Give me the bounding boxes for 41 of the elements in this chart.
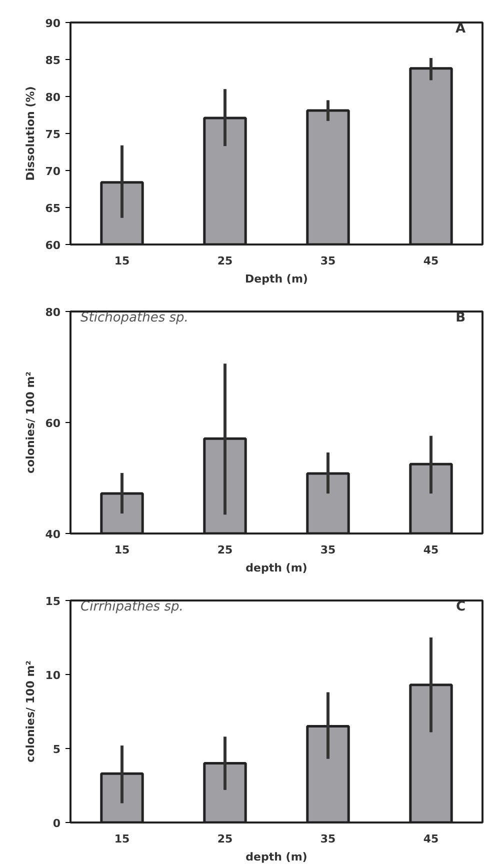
y-tick-label: 40 [45, 528, 61, 541]
y-tick-label: 5 [52, 743, 60, 756]
y-tick-label: 75 [45, 128, 61, 141]
x-tick-label: 45 [423, 544, 439, 556]
x-tick-label: 25 [217, 544, 233, 556]
bar [100, 772, 144, 822]
annotation: B [456, 310, 466, 326]
y-tick-label: 0 [52, 817, 61, 830]
annotation: C [456, 600, 466, 614]
bar [306, 725, 350, 822]
chart-subtitle: Stichopathes sp. [80, 310, 188, 326]
x-axis-title: depth (m) [246, 850, 308, 864]
y-tick-label: 85 [45, 54, 61, 67]
x-tick-label: 15 [114, 832, 130, 846]
x-axis-title: Depth (m) [245, 272, 308, 286]
y-tick-label: 80 [45, 91, 61, 104]
y-tick-label: 60 [45, 239, 61, 252]
y-axis-title: colonies/ 100 m² [24, 371, 38, 474]
x-tick-label: 45 [423, 254, 439, 268]
y-tick-label: 90 [45, 17, 61, 30]
x-tick-label: 15 [114, 544, 130, 556]
y-tick-label: 10 [45, 669, 61, 682]
annotation: A [455, 22, 466, 36]
y-tick-label: 60 [45, 417, 61, 430]
y-axis-title: colonies/ 100 m² [24, 660, 38, 762]
y-axis-title: Dissolution (%) [24, 86, 38, 181]
x-tick-label: 25 [217, 254, 233, 268]
x-axis-title: depth (m) [246, 562, 308, 574]
y-tick-label: 15 [45, 595, 61, 608]
y-tick-label: 65 [45, 202, 61, 215]
x-tick-label: 15 [114, 254, 130, 268]
chart-subtitle: Cirrhipathes sp. [80, 600, 184, 614]
x-tick-label: 25 [217, 832, 233, 846]
bar [203, 762, 247, 822]
x-tick-label: 45 [423, 832, 439, 846]
bar [409, 684, 453, 822]
x-tick-label: 35 [320, 254, 336, 268]
y-tick-label: 80 [45, 306, 61, 319]
x-tick-label: 35 [320, 832, 336, 846]
x-tick-label: 35 [320, 544, 336, 556]
y-tick-label: 70 [45, 165, 61, 178]
